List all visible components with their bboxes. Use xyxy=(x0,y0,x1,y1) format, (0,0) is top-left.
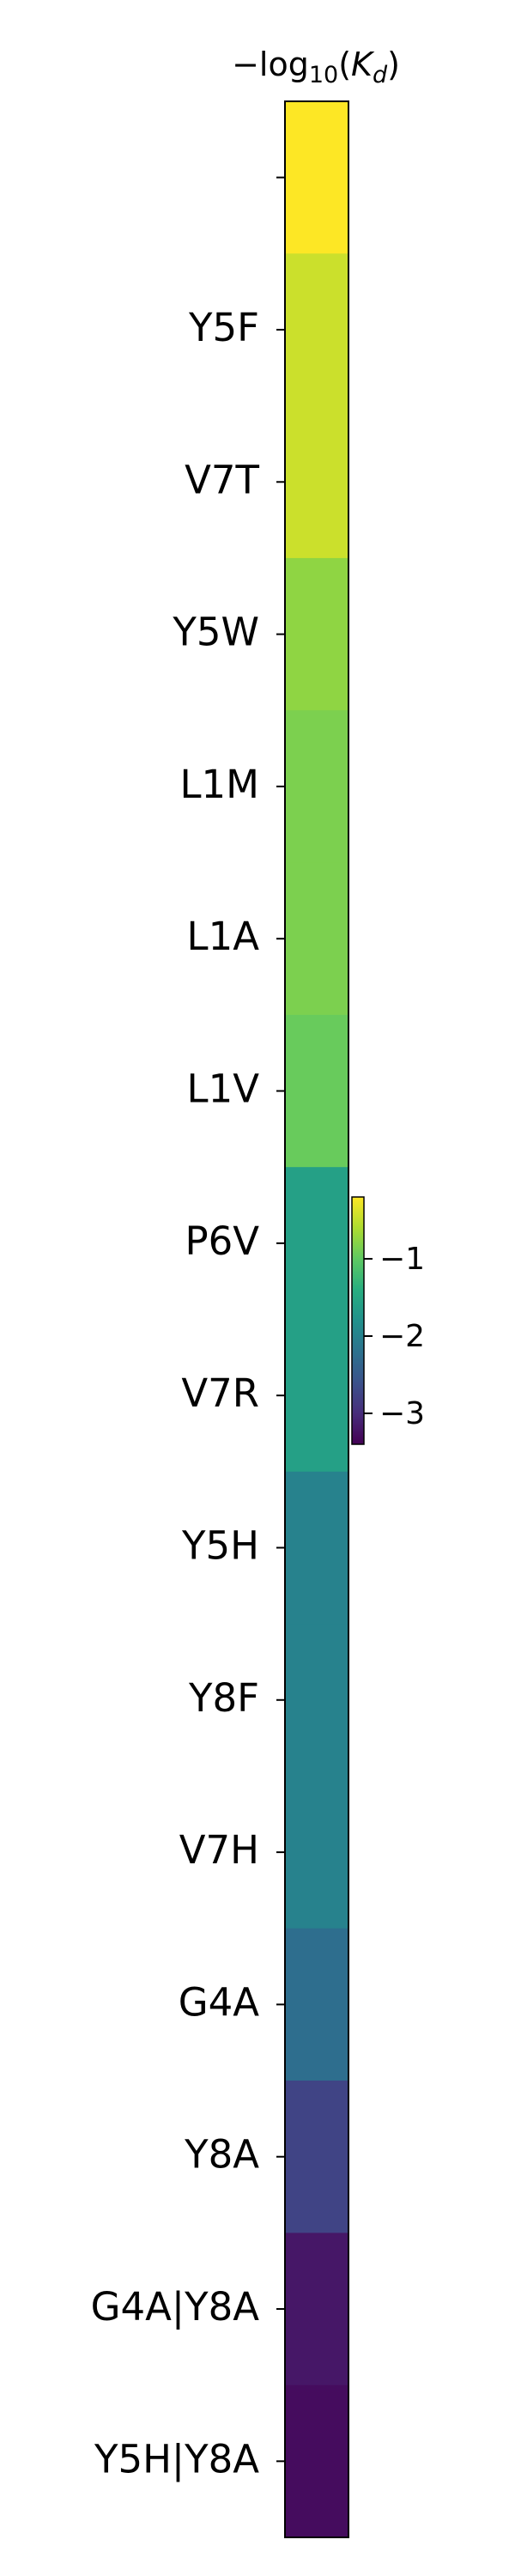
heatmap-frame xyxy=(284,100,349,2538)
category-label: V7R xyxy=(181,1370,259,1416)
title-paren-open: ( xyxy=(338,46,351,83)
heatmap-cell xyxy=(285,1319,348,1473)
heatmap-cell xyxy=(285,557,348,711)
heatmap-cell xyxy=(285,862,348,1016)
category-label: L1V xyxy=(187,1066,260,1112)
heatmap-cell xyxy=(285,710,348,864)
colorbar-tick-label: −1 xyxy=(379,1242,425,1277)
category-label: P6V xyxy=(185,1218,259,1264)
category-axis: Y5F V7T Y5W L1M L1A L1V P6V V7R Y5H Y8F V7H G4A Y8A G… xyxy=(91,176,285,2482)
heatmap-cell xyxy=(285,1167,348,1321)
category-label: Y5W xyxy=(172,610,259,655)
heatmap-cell xyxy=(285,2081,348,2233)
heatmap-cell xyxy=(285,2385,348,2538)
colorbar-tick-label: −3 xyxy=(379,1396,425,1431)
heatmap-cells xyxy=(285,101,348,2538)
title-k: K xyxy=(351,46,375,83)
title-paren-close: ) xyxy=(387,46,400,83)
heatmap-cell xyxy=(285,1776,348,1929)
category-label: Y8F xyxy=(188,1675,259,1721)
colorbar-axis: −1 −2 −3 xyxy=(364,1242,425,1431)
colorbar xyxy=(352,1197,364,1444)
title-k-sub: d xyxy=(373,62,388,88)
heatmap-cell xyxy=(285,2233,348,2386)
chart-title: −log10(Kd) xyxy=(232,46,400,88)
category-label: Y8A xyxy=(184,2132,259,2178)
category-label: G4A xyxy=(179,1979,260,2025)
heatmap-cell xyxy=(285,1471,348,1625)
category-label: L1M xyxy=(179,762,259,807)
category-label: Y5H xyxy=(181,1522,259,1568)
category-label: V7T xyxy=(185,457,259,502)
heatmap-cell xyxy=(285,101,348,254)
category-label: L1A xyxy=(187,914,260,959)
category-label: G4A|Y8A xyxy=(91,2284,260,2330)
category-label: Y5H|Y8A xyxy=(94,2436,259,2482)
colorbar-tick-label: −2 xyxy=(379,1319,425,1354)
title-sub: 10 xyxy=(309,62,338,88)
title-main: −log xyxy=(232,46,309,83)
heatmap-cell xyxy=(285,1014,348,1168)
colorbar-frame xyxy=(351,1196,365,1445)
heatmap-cell xyxy=(285,1624,348,1777)
category-label: V7H xyxy=(179,1827,259,1873)
heatmap-cell xyxy=(285,405,348,559)
category-label: Y5F xyxy=(188,305,259,350)
heatmap-cell xyxy=(285,253,348,407)
heatmap-cell xyxy=(285,1928,348,2081)
